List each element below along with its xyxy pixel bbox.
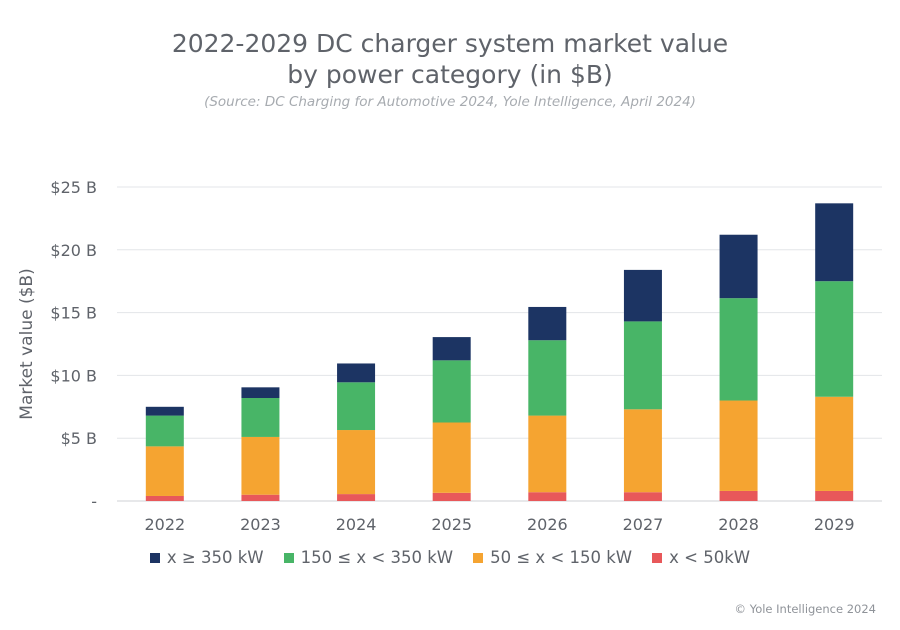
- bar-2024-series-2: [337, 382, 376, 431]
- bar-2025-series-2: [432, 360, 471, 423]
- x-tick-label: 2029: [814, 515, 855, 534]
- y-tick-label: $10 B: [50, 366, 97, 385]
- y-tick-label: $20 B: [50, 241, 97, 260]
- y-tick-label: $5 B: [61, 429, 97, 448]
- bar-2028-series-1: [719, 400, 758, 491]
- copyright-note: © Yole Intelligence 2024: [734, 602, 876, 616]
- x-tick-label: 2022: [144, 515, 185, 534]
- bar-2022-series-0: [145, 495, 184, 501]
- legend-swatch: [283, 552, 294, 563]
- chart-title-line2: by power category (in $B): [287, 60, 613, 89]
- bar-2022-series-2: [145, 415, 184, 447]
- bar-2023-series-1: [241, 436, 280, 495]
- legend-item: x ≥ 350 kW: [149, 548, 264, 567]
- y-axis-title: Market value ($B): [17, 268, 37, 419]
- legend-item: 50 ≤ x < 150 kW: [473, 548, 632, 567]
- chart-legend: x ≥ 350 kW 150 ≤ x < 350 kW 50 ≤ x < 150 k…: [0, 548, 900, 567]
- bar-2028-series-2: [719, 298, 758, 401]
- bar-2029-series-3: [815, 203, 854, 282]
- legend-label: x ≥ 350 kW: [166, 548, 264, 567]
- bar-2023-series-3: [241, 387, 280, 399]
- bar-2029-series-0: [815, 490, 854, 501]
- bar-2026-series-0: [528, 492, 567, 501]
- legend-swatch: [149, 552, 160, 563]
- bar-2027-series-2: [623, 321, 662, 410]
- x-tick-label: 2025: [431, 515, 472, 534]
- legend-swatch: [652, 552, 663, 563]
- bar-2027-series-0: [623, 492, 662, 501]
- bar-2026-series-3: [528, 306, 567, 341]
- y-tick-label: -: [91, 492, 97, 511]
- bar-2027-series-3: [623, 269, 662, 322]
- bar-2027-series-1: [623, 409, 662, 493]
- bar-2029-series-1: [815, 396, 854, 491]
- bar-2024-series-3: [337, 363, 376, 383]
- chart-title-line1: 2022-2029 DC charger system market value: [171, 29, 729, 58]
- bar-2024-series-0: [337, 494, 376, 501]
- chart-title: 2022-2029 DC charger system market value…: [0, 28, 900, 90]
- chart-source: (Source: DC Charging for Automotive 2024…: [204, 94, 696, 110]
- bar-2026-series-2: [528, 340, 567, 416]
- legend-item: x < 50kW: [652, 548, 750, 567]
- bar-2023-series-2: [241, 398, 280, 437]
- legend-label: 150 ≤ x < 350 kW: [300, 548, 454, 567]
- bar-2025-series-0: [432, 492, 471, 501]
- bar-2024-series-1: [337, 430, 376, 495]
- x-tick-label: 2026: [527, 515, 568, 534]
- x-tick-label: 2027: [623, 515, 664, 534]
- bar-2028-series-3: [719, 234, 758, 299]
- bar-2026-series-1: [528, 415, 567, 493]
- x-tick-label: 2024: [336, 515, 377, 534]
- y-tick-label: $15 B: [50, 304, 97, 323]
- bar-2022-series-3: [145, 406, 184, 416]
- bar-2023-series-0: [241, 494, 280, 501]
- x-tick-label: 2023: [240, 515, 281, 534]
- bar-2025-series-1: [432, 422, 471, 493]
- legend-label: x < 50kW: [669, 548, 751, 567]
- legend-swatch: [473, 552, 484, 563]
- bar-2022-series-1: [145, 446, 184, 496]
- bar-2028-series-0: [719, 490, 758, 501]
- legend-item: 150 ≤ x < 350 kW: [283, 548, 454, 567]
- y-tick-label: $25 B: [50, 178, 97, 197]
- x-tick-label: 2028: [718, 515, 759, 534]
- bar-chart: - $5 B $10 B $15 B $20 B $25 B Market value ($…: [17, 178, 882, 534]
- bar-2025-series-3: [432, 337, 471, 361]
- bar-2029-series-2: [815, 281, 854, 397]
- legend-label: 50 ≤ x < 150 kW: [490, 548, 633, 567]
